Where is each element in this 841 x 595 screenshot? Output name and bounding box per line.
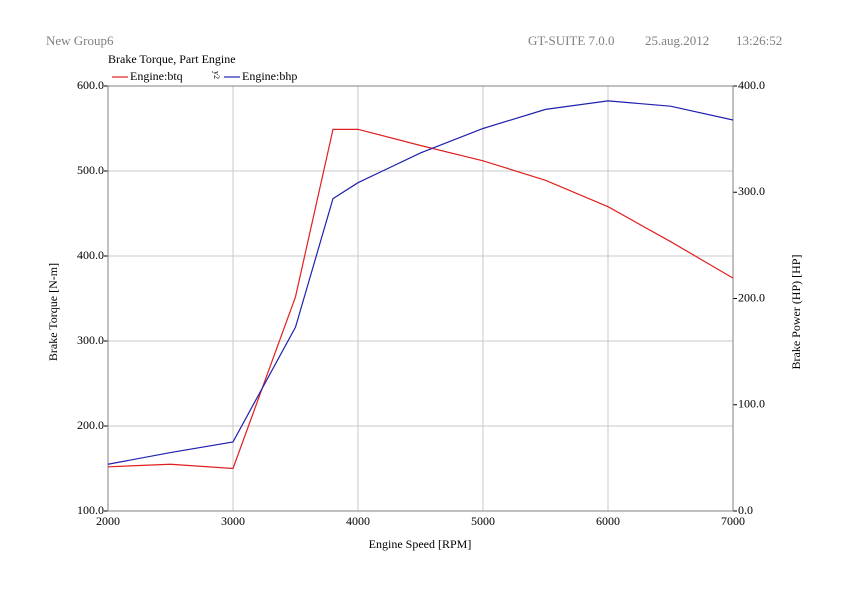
x-tick-label: 4000 bbox=[346, 514, 370, 528]
y-tick-label: 600.0 bbox=[77, 78, 104, 92]
legend-label: Engine:bhp bbox=[242, 69, 297, 83]
y-axis-label: Brake Torque [N-m] bbox=[46, 263, 60, 361]
y-tick-label: 100.0 bbox=[77, 503, 104, 517]
x-tick-label: 6000 bbox=[596, 514, 620, 528]
y-tick-label: 400.0 bbox=[77, 248, 104, 262]
x-tick-label: 5000 bbox=[471, 514, 495, 528]
y2-tick-label: 300.0 bbox=[738, 184, 765, 198]
series-line bbox=[107, 100, 734, 465]
x-tick-label: 3000 bbox=[221, 514, 245, 528]
y2-tick-label: 0.0 bbox=[738, 503, 753, 517]
legend-label: Engine:btq bbox=[130, 69, 183, 83]
group-name: New Group6 bbox=[46, 33, 114, 48]
y2-tick-label: 200.0 bbox=[738, 290, 765, 304]
y-tick-label: 300.0 bbox=[77, 333, 104, 347]
y2-tick-label: 400.0 bbox=[738, 78, 765, 92]
date: 25.aug.2012 bbox=[645, 33, 709, 48]
y-tick-label: 500.0 bbox=[77, 163, 104, 177]
x-axis-label: Engine Speed [RPM] bbox=[369, 537, 472, 551]
software: GT-SUITE 7.0.0 bbox=[528, 33, 615, 48]
y2-tick-label: 100.0 bbox=[738, 397, 765, 411]
plot-frame bbox=[107, 85, 734, 512]
x-tick-label: 7000 bbox=[721, 514, 745, 528]
legend-axis-marker: y2 bbox=[212, 71, 221, 79]
chart-title: Brake Torque, Part Engine bbox=[108, 52, 236, 66]
series-line bbox=[107, 128, 734, 470]
y-tick-label: 200.0 bbox=[77, 418, 104, 432]
time: 13:26:52 bbox=[736, 33, 782, 48]
x-tick-label: 2000 bbox=[96, 514, 120, 528]
y2-axis-label: Brake Power (HP) [HP] bbox=[789, 255, 803, 370]
